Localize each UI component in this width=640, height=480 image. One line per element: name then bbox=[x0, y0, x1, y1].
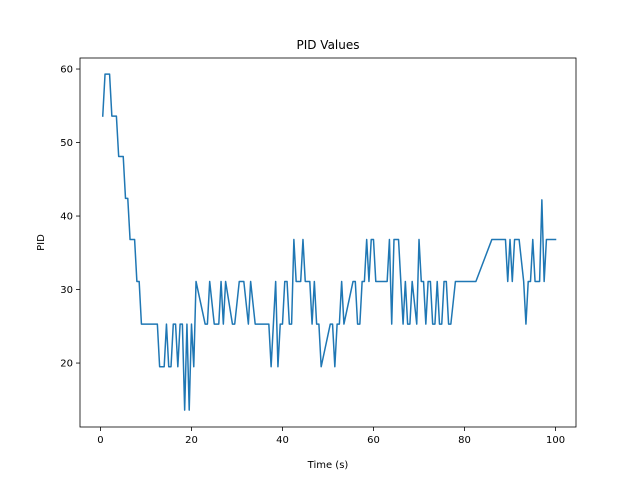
x-tick-label: 0 bbox=[97, 435, 103, 446]
y-tick-label: 50 bbox=[60, 138, 73, 149]
chart-title: PID Values bbox=[296, 38, 359, 52]
x-tick-label: 20 bbox=[185, 435, 198, 446]
y-tick-label: 60 bbox=[60, 65, 73, 76]
y-axis-label: PID bbox=[36, 234, 47, 251]
axes-frame bbox=[79, 57, 577, 428]
x-axis-label: Time (s) bbox=[307, 460, 349, 471]
y-tick-label: 40 bbox=[60, 212, 73, 223]
y-tick-label: 20 bbox=[60, 359, 73, 370]
series-line bbox=[101, 73, 557, 411]
x-tick-label: 60 bbox=[367, 435, 380, 446]
x-tick-label: 80 bbox=[458, 435, 471, 446]
x-tick-label: 40 bbox=[276, 435, 289, 446]
x-tick-label: 100 bbox=[546, 435, 565, 446]
y-tick-label: 30 bbox=[60, 285, 73, 296]
plot-area: 0 20 40 60 80 100 20 30 40 50 60 bbox=[60, 65, 565, 446]
